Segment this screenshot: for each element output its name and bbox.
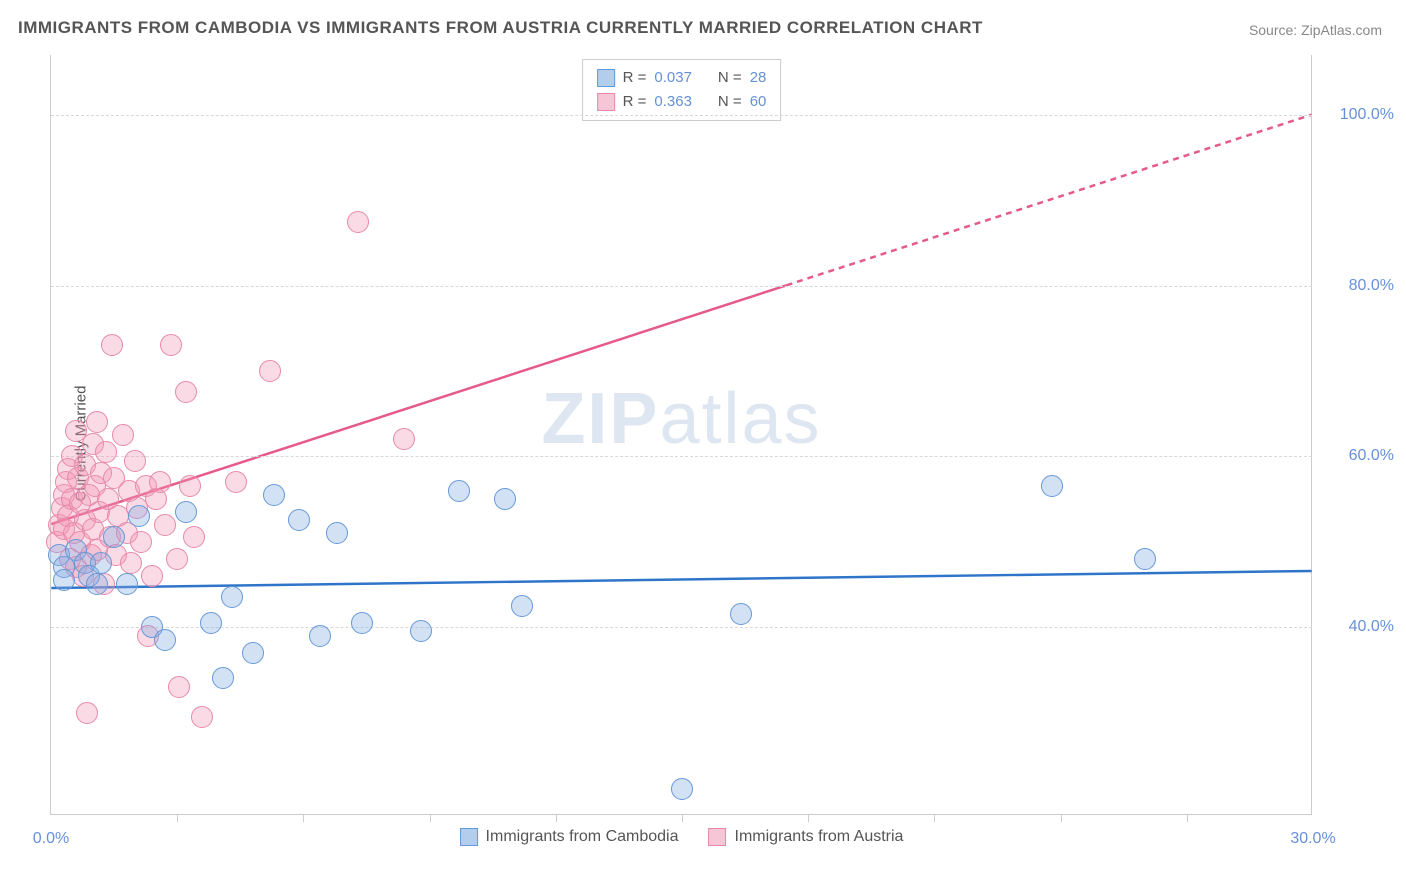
legend-swatch-b2	[709, 828, 727, 846]
x-tick	[934, 814, 935, 822]
series-b-point	[141, 565, 163, 587]
series-a-point	[1041, 475, 1063, 497]
x-tick	[177, 814, 178, 822]
series-b-point	[347, 211, 369, 233]
trend-line	[787, 115, 1312, 286]
series-b-point	[166, 548, 188, 570]
series-b-point	[86, 411, 108, 433]
x-tick	[1187, 814, 1188, 822]
series-a-point	[86, 573, 108, 595]
series-a-point	[309, 625, 331, 647]
series-b-point	[179, 475, 201, 497]
legend-swatch-b	[597, 93, 615, 111]
legend-row-b: R = 0.363 N = 60	[597, 90, 767, 114]
x-tick-label: 30.0%	[1290, 830, 1335, 848]
series-a-point	[288, 509, 310, 531]
x-tick	[808, 814, 809, 822]
series-a-point	[410, 620, 432, 642]
trend-lines-svg	[51, 55, 1312, 814]
n-value-a: 28	[750, 66, 767, 90]
series-b-point	[183, 526, 205, 548]
legend-row-a: R = 0.037 N = 28	[597, 66, 767, 90]
series-a-point	[242, 642, 264, 664]
chart-title: IMMIGRANTS FROM CAMBODIA VS IMMIGRANTS F…	[18, 18, 983, 38]
chart-container: IMMIGRANTS FROM CAMBODIA VS IMMIGRANTS F…	[0, 0, 1406, 892]
series-b-point	[259, 360, 281, 382]
y-tick-label: 60.0%	[1324, 447, 1394, 465]
n-label-a: N =	[718, 66, 742, 90]
n-label-b: N =	[718, 90, 742, 114]
n-value-b: 60	[750, 90, 767, 114]
series-a-point	[200, 612, 222, 634]
correlation-legend: R = 0.037 N = 28 R = 0.363 N = 60	[582, 59, 782, 121]
series-legend: Immigrants from Cambodia Immigrants from…	[460, 828, 904, 846]
series-b-point	[168, 676, 190, 698]
x-tick	[556, 814, 557, 822]
series-b-point	[130, 531, 152, 553]
gridline-h	[51, 115, 1312, 116]
series-a-point	[263, 484, 285, 506]
series-b-point	[124, 450, 146, 472]
gridline-h	[51, 456, 1312, 457]
series-a-point	[221, 586, 243, 608]
series-a-point	[671, 778, 693, 800]
y-tick-label: 80.0%	[1324, 277, 1394, 295]
source-attribution: Source: ZipAtlas.com	[1249, 22, 1382, 38]
series-b-point	[191, 706, 213, 728]
series-b-name: Immigrants from Austria	[735, 828, 904, 846]
legend-item-b: Immigrants from Austria	[709, 828, 904, 846]
x-tick	[682, 814, 683, 822]
legend-swatch-a	[597, 69, 615, 87]
y-tick-label: 40.0%	[1324, 618, 1394, 636]
series-a-point	[326, 522, 348, 544]
series-a-point	[1134, 548, 1156, 570]
x-tick	[303, 814, 304, 822]
series-b-point	[120, 552, 142, 574]
series-a-point	[730, 603, 752, 625]
series-a-point	[116, 573, 138, 595]
series-a-point	[448, 480, 470, 502]
series-b-point	[149, 471, 171, 493]
gridline-h	[51, 627, 1312, 628]
r-label-a: R =	[623, 66, 647, 90]
series-b-point	[175, 381, 197, 403]
series-b-point	[225, 471, 247, 493]
series-a-point	[103, 526, 125, 548]
series-b-point	[112, 424, 134, 446]
legend-swatch-a2	[460, 828, 478, 846]
plot-area: ZIPatlas R = 0.037 N = 28 R = 0.363 N = …	[50, 55, 1312, 815]
series-a-point	[494, 488, 516, 510]
r-value-a: 0.037	[654, 66, 692, 90]
x-tick	[430, 814, 431, 822]
x-tick	[1061, 814, 1062, 822]
series-a-point	[128, 505, 150, 527]
series-b-point	[160, 334, 182, 356]
series-a-name: Immigrants from Cambodia	[486, 828, 679, 846]
trend-line	[51, 571, 1311, 588]
series-b-point	[95, 441, 117, 463]
series-a-point	[351, 612, 373, 634]
series-b-point	[76, 702, 98, 724]
series-a-point	[511, 595, 533, 617]
legend-item-a: Immigrants from Cambodia	[460, 828, 679, 846]
r-value-b: 0.363	[654, 90, 692, 114]
series-a-point	[53, 569, 75, 591]
series-a-point	[212, 667, 234, 689]
series-b-point	[393, 428, 415, 450]
series-a-point	[175, 501, 197, 523]
series-a-point	[90, 552, 112, 574]
gridline-h	[51, 286, 1312, 287]
r-label-b: R =	[623, 90, 647, 114]
series-a-point	[154, 629, 176, 651]
y-tick-label: 100.0%	[1324, 106, 1394, 124]
x-tick-label: 0.0%	[33, 830, 69, 848]
series-b-point	[154, 514, 176, 536]
series-b-point	[101, 334, 123, 356]
